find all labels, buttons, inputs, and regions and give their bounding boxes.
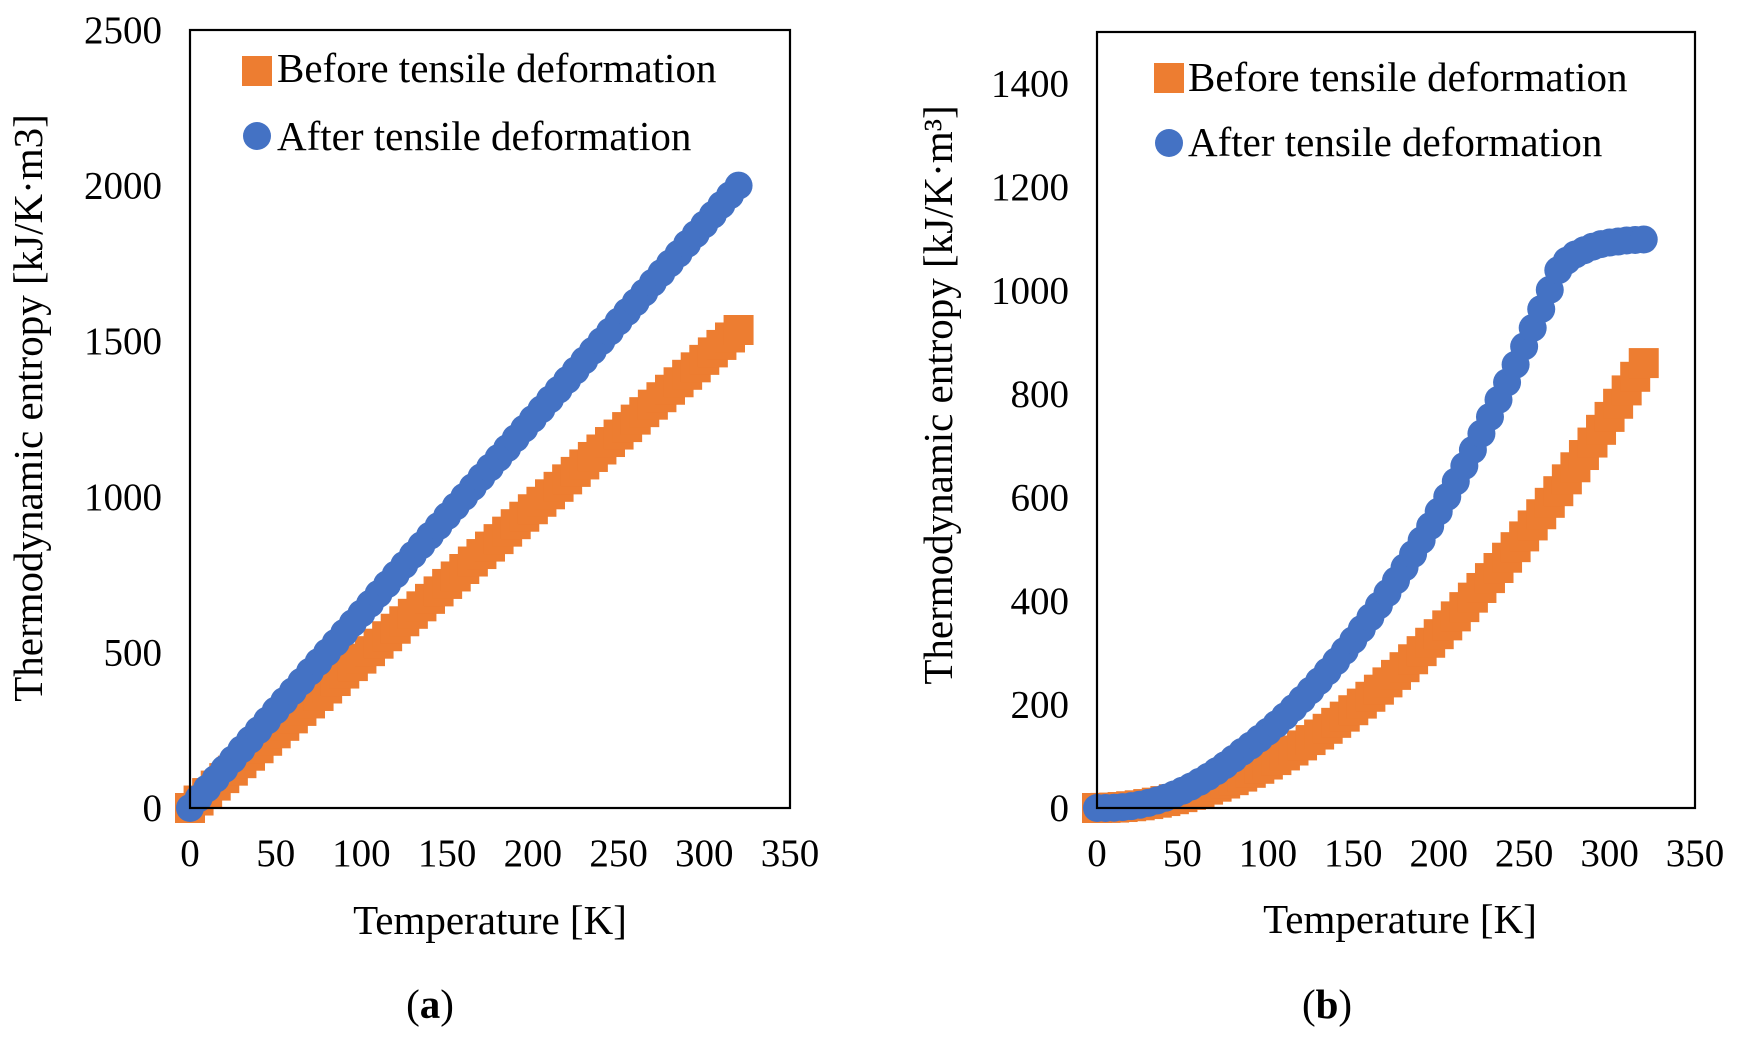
panel-b-y-tick-label: 0 xyxy=(1050,787,1070,830)
panel-a-x-ticks: 0 50 100 150 200 250 300 350 xyxy=(180,832,819,875)
panel-b-label-close: ) xyxy=(1338,981,1352,1027)
panel-a-y-tick-label: 1000 xyxy=(84,476,162,519)
panel-b-x-tick-label: 100 xyxy=(1239,832,1298,875)
panel-a-x-tick-label: 200 xyxy=(504,832,563,875)
panel-a-x-tick-label: 350 xyxy=(761,832,820,875)
panel-b-before-marker xyxy=(1628,348,1659,379)
panel-b-legend-swatch-after xyxy=(1155,129,1183,157)
panel-b-legend: Before tensile deformation After tensile… xyxy=(1154,54,1627,165)
panel-a-x-axis-title: Temperature [K] xyxy=(353,897,627,943)
panel-b-y-tick-label: 1000 xyxy=(991,270,1069,313)
panel-a-legend-label-before: Before tensile deformation xyxy=(277,45,716,91)
panel-b-y-axis-title: Thermodynamic entropy [kJ/K·m³] xyxy=(915,105,961,684)
panel-b-y-tick-label: 200 xyxy=(1011,684,1070,727)
panel-b-x-tick-label: 0 xyxy=(1087,832,1107,875)
panel-b-label: (b) xyxy=(1302,981,1352,1027)
panel-a-y-tick-label: 0 xyxy=(143,787,163,830)
panel-a-label-letter: a xyxy=(420,981,441,1027)
chart-panel-b: 0 200 400 600 800 1000 1200 1400 0 50 100 150 200 25… xyxy=(915,30,1724,1027)
panel-a-y-tick-label: 1500 xyxy=(84,320,162,363)
panel-b-plot-frame xyxy=(1095,30,1697,810)
panel-b-y-tick-label: 800 xyxy=(1011,373,1070,416)
panel-b-label-open: ( xyxy=(1302,981,1316,1027)
panel-b-after-marker xyxy=(1629,225,1658,254)
panel-a-legend-swatch-before xyxy=(242,56,272,86)
panel-a-x-tick-label: 100 xyxy=(332,832,391,875)
panel-b-y-tick-label: 400 xyxy=(1011,580,1070,623)
panel-a-legend-swatch-after xyxy=(243,122,271,150)
chart-panel-a: 0 500 1000 1500 2000 2500 0 50 100 150 200 250 300 3… xyxy=(5,9,819,1027)
panel-a-legend: Before tensile deformation After tensile… xyxy=(242,45,716,159)
panel-b-x-tick-label: 200 xyxy=(1409,832,1468,875)
panel-a-label-open: ( xyxy=(406,981,420,1027)
panel-b-label-letter: b xyxy=(1316,981,1339,1027)
panel-b-x-axis-title: Temperature [K] xyxy=(1263,896,1537,942)
panel-b-x-tick-label: 50 xyxy=(1163,832,1202,875)
panel-a-y-tick-label: 500 xyxy=(104,631,163,674)
panel-b-y-tick-label: 600 xyxy=(1011,477,1070,520)
panel-b-x-tick-label: 300 xyxy=(1580,832,1639,875)
panel-a-y-ticks: 0 500 1000 1500 2000 2500 xyxy=(84,9,162,830)
panel-b-legend-label-after: After tensile deformation xyxy=(1188,119,1602,165)
panel-b-x-ticks: 0 50 100 150 200 250 300 350 xyxy=(1087,832,1724,875)
panel-a-label: (a) xyxy=(406,981,454,1027)
panel-b-x-tick-label: 350 xyxy=(1666,832,1725,875)
panel-a-plot-frame xyxy=(188,28,792,810)
panel-b-x-tick-label: 150 xyxy=(1324,832,1383,875)
panel-a-label-close: ) xyxy=(440,981,454,1027)
panel-b-marks xyxy=(1082,225,1659,823)
panel-a-y-tick-label: 2500 xyxy=(84,9,162,52)
panel-a-y-tick-label: 2000 xyxy=(84,165,162,208)
panel-a-x-tick-label: 300 xyxy=(675,832,734,875)
panel-a-x-tick-label: 50 xyxy=(256,832,295,875)
panel-a-x-tick-label: 150 xyxy=(418,832,477,875)
panel-b-y-ticks: 0 200 400 600 800 1000 1200 1400 xyxy=(991,63,1069,830)
panel-a-x-tick-label: 0 xyxy=(180,832,200,875)
panel-b-y-tick-label: 1400 xyxy=(991,63,1069,106)
panel-a-x-tick-label: 250 xyxy=(589,832,648,875)
panel-a-after-marker xyxy=(724,171,753,200)
panel-a-y-axis-title: Thermodynamic entropy [kJ/K·m3] xyxy=(5,114,51,702)
panel-a-before-marker xyxy=(723,315,754,345)
panel-a-legend-label-after: After tensile deformation xyxy=(277,113,691,159)
panel-b-y-tick-label: 1200 xyxy=(991,166,1069,209)
panel-b-legend-label-before: Before tensile deformation xyxy=(1188,54,1627,100)
panel-b-legend-swatch-before xyxy=(1154,63,1184,93)
panel-a-marks xyxy=(175,171,754,823)
panel-b-x-tick-label: 250 xyxy=(1495,832,1554,875)
